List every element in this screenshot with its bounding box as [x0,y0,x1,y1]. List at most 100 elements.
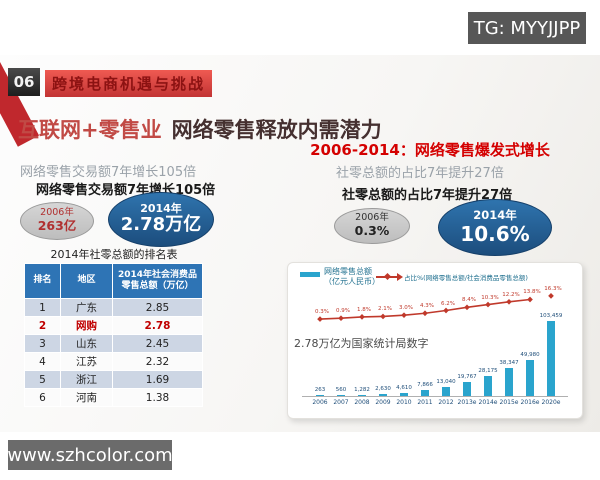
bar [547,321,555,396]
left-oval-2006-year: 2006年 [40,207,74,219]
left-oval-2014-year: 2014年 [140,201,182,215]
left-caption-shadow: 网络零售交易额7年增长105倍 [20,165,197,180]
x-axis-label: 2012 [438,399,454,406]
ratio-value-label: 3.0% [399,305,413,312]
bar [442,386,450,396]
bar-value-label: 49,980 [520,351,540,358]
table-cell: 3 [24,334,61,353]
table-cell: 1.38 [112,388,203,407]
bar-value-label: 7,866 [417,382,433,389]
table-cell: 浙江 [60,370,113,389]
ranking-table-head: 排名 地区 2014年社会消费品零售总额（万亿） [24,263,203,299]
ratio-line-svg [317,293,554,322]
legend-line-label: 占比%(网络零售总额/社会消费品零售总额) [404,274,528,282]
x-axis-label: 2010 [396,399,412,406]
left-oval-2006: 2006年 263亿 [20,202,94,240]
bar [421,390,429,396]
table-cell: 广东 [60,298,113,317]
table-row: 4 江苏 2.32 [24,352,203,371]
slide-subtitle: 2006-2014：网络零售爆发式增长 [310,141,550,159]
bar-value-label: 13,040 [436,378,456,385]
bar-value-label: 4,610 [396,384,412,391]
x-axis-label: 2020e [541,399,561,406]
x-axis-line [302,396,568,397]
chart-plot: 263 2006 560 2007 1,282 2008 2,630 2009 4,610 201… [288,263,582,418]
left-oval-2014-value: 2.78万亿 [120,214,202,236]
ratio-value-label: 1.8% [357,306,371,313]
right-caption-shadow: 社零总额的占比7年提升27倍 [336,166,504,181]
bar-value-label: 19,767 [457,373,477,380]
x-axis-label: 2013e [457,399,477,406]
table-row: 3 山东 2.45 [24,334,203,353]
x-axis-label: 2006 [312,399,328,406]
x-axis-label: 2011 [417,399,433,406]
top-watermark: TG: MYYJJPP [468,12,586,44]
legend-bar-label-line2: （亿元人民币） [324,277,380,286]
bar-value-label: 263 [314,386,326,393]
right-oval-2014-value: 10.6% [460,221,530,246]
ratio-value-label: 12.2% [502,291,520,298]
legend-line-swatch [376,273,403,281]
left-oval-2014: 2014年 2.78万亿 [108,192,214,247]
bar [316,394,324,396]
legend-bar-swatch [300,272,320,277]
table-cell: 5 [24,370,61,389]
right-oval-2006-year: 2006年 [355,212,389,224]
table-cell: 1.69 [112,370,203,389]
x-axis-label: 2008 [354,399,370,406]
table-cell: 2.78 [112,316,203,335]
ranking-table-body: 1 广东 2.85 2 网购 2.78 3 山东 2.45 4 江苏 2.32 5 浙江 1.69 6 河南 1.… [24,298,203,407]
table-cell: 6 [24,388,61,407]
x-axis-label: 2014e [478,399,498,406]
x-axis-label: 2016e [520,399,540,406]
table-row: 1 广东 2.85 [24,298,203,317]
table-cell: 4 [24,352,61,371]
ratio-value-label: 4.3% [420,303,434,310]
bar-value-label: 28,175 [478,367,498,374]
ratio-value-label: 2.1% [378,306,392,313]
table-header-0: 排名 [24,263,61,299]
ratio-value-label: 0.3% [315,309,329,316]
bar [400,392,408,396]
table-title: 2014年社零总额的排名表 [50,248,178,261]
bar [526,359,534,396]
slide-title-part1: 互联网+零售业 [18,118,162,142]
bar [379,394,387,396]
ranking-table: 排名 地区 2014年社会消费品零售总额（万亿） 1 广东 2.85 2 网购 2.78 3 山东… [24,263,203,407]
ratio-value-label: 13.8% [523,289,541,296]
left-oval-2006-value: 263亿 [37,218,77,234]
bar [484,375,492,396]
x-axis-label: 2015e [499,399,519,406]
right-oval-2014-year: 2014年 [473,208,517,223]
slide-title-part2: 网络零售释放内需潜力 [171,118,382,142]
chart-note: 2.78万亿为国家统计局数字 [294,337,429,350]
right-oval-2006: 2006年 0.3% [334,208,410,244]
table-cell: 江苏 [60,352,113,371]
table-header-2: 2014年社会消费品零售总额（万亿） [112,263,203,299]
table-header-1: 地区 [60,263,113,299]
bar [505,368,513,396]
bar [358,394,366,396]
bottom-watermark: www.szhcolor.com [7,440,173,470]
table-row: 2 网购 2.78 [24,316,203,335]
table-cell: 2.85 [112,298,203,317]
table-cell: 2.32 [112,352,203,371]
legend-bar-label-line1: 网络零售总额 [324,267,372,276]
ratio-value-label: 16.3% [544,285,562,292]
x-axis-label: 2009 [375,399,391,406]
bar-value-label: 103,459 [539,313,563,319]
table-cell: 山东 [60,334,113,353]
table-cell: 河南 [60,388,113,407]
ratio-value-label: 0.9% [336,308,350,315]
table-cell: 2 [24,316,61,335]
right-oval-2006-value: 0.3% [354,223,390,239]
right-oval-2014: 2014年 10.6% [438,199,552,256]
bar [463,381,471,396]
bar-value-label: 2,630 [375,386,391,393]
ratio-value-label: 6.2% [441,300,455,307]
right-caption: 社零总额的占比7年提升27倍 [342,188,513,203]
bar-value-label: 1,282 [354,386,370,393]
section-banner: 跨境电商机遇与挑战 [45,70,212,97]
bar [337,394,345,396]
